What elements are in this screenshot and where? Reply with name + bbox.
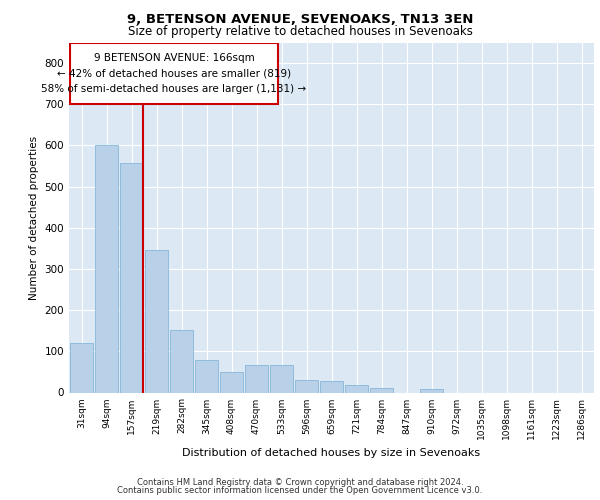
Text: 9 BETENSON AVENUE: 166sqm
← 42% of detached houses are smaller (819)
58% of semi: 9 BETENSON AVENUE: 166sqm ← 42% of detac…	[41, 53, 307, 94]
Bar	[295, 380, 318, 392]
Text: Contains public sector information licensed under the Open Government Licence v3: Contains public sector information licen…	[118, 486, 482, 495]
Bar	[345, 385, 368, 392]
Bar	[120, 162, 143, 392]
Y-axis label: Number of detached properties: Number of detached properties	[29, 136, 39, 300]
Text: 9, BETENSON AVENUE, SEVENOAKS, TN13 3EN: 9, BETENSON AVENUE, SEVENOAKS, TN13 3EN	[127, 13, 473, 26]
Bar	[270, 366, 293, 392]
Bar	[70, 343, 93, 392]
Bar	[170, 330, 193, 392]
Bar	[370, 388, 393, 392]
Text: Contains HM Land Registry data © Crown copyright and database right 2024.: Contains HM Land Registry data © Crown c…	[137, 478, 463, 487]
Bar	[420, 389, 443, 392]
Bar	[245, 364, 268, 392]
FancyBboxPatch shape	[70, 44, 278, 104]
Bar	[95, 146, 118, 392]
Bar	[195, 360, 218, 392]
Text: Size of property relative to detached houses in Sevenoaks: Size of property relative to detached ho…	[128, 25, 472, 38]
Bar	[320, 381, 343, 392]
X-axis label: Distribution of detached houses by size in Sevenoaks: Distribution of detached houses by size …	[182, 448, 481, 458]
Bar	[220, 372, 243, 392]
Bar	[145, 250, 168, 392]
